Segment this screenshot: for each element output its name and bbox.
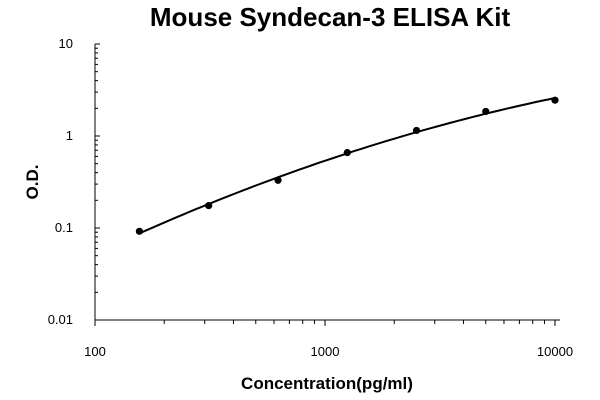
data-point: [412, 126, 421, 135]
y-tick-label: 10: [59, 36, 73, 51]
x-axis-label: Concentration(pg/ml): [241, 374, 413, 393]
plot-area: [94, 44, 560, 321]
chart-title: Mouse Syndecan-3 ELISA Kit: [150, 2, 511, 32]
y-axis-label: O.D.: [23, 165, 42, 200]
data-point: [135, 227, 144, 235]
data-point: [274, 176, 282, 184]
y-tick-label: 0.1: [55, 220, 73, 235]
x-axis-ticks: 100 1000 10000: [84, 320, 573, 359]
data-point: [205, 202, 213, 210]
data-point: [343, 149, 351, 157]
y-tick-label: 1: [66, 128, 73, 143]
fit-curve-line: [138, 97, 556, 235]
data-point: [551, 96, 559, 104]
y-tick-label: 0.01: [48, 312, 73, 327]
x-tick-label: 100: [84, 344, 106, 359]
y-axis-ticks: 0.01 0.1 1 10: [48, 36, 100, 327]
x-tick-label: 10000: [537, 344, 573, 359]
x-tick-label: 1000: [311, 344, 340, 359]
data-points: [135, 96, 559, 235]
data-point: [482, 107, 490, 116]
